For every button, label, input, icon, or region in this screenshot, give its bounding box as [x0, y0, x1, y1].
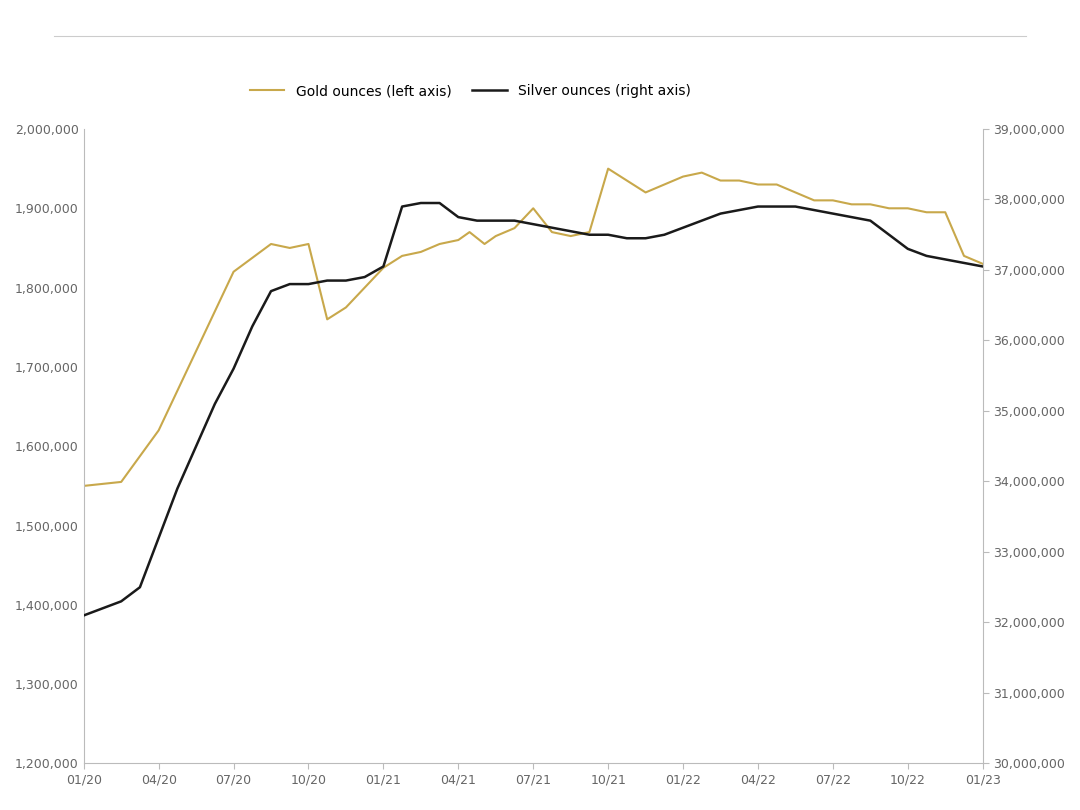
Gold ounces (left axis)	[676, 172, 689, 181]
Gold ounces (left axis)	[602, 164, 615, 173]
Silver ounces (right axis)	[958, 258, 971, 268]
Silver ounces (right axis)	[939, 254, 951, 264]
Gold ounces (left axis)	[265, 239, 278, 249]
Silver ounces (right axis)	[902, 244, 915, 254]
Silver ounces (right axis)	[676, 223, 689, 232]
Silver ounces (right axis)	[302, 279, 315, 289]
Gold ounces (left axis)	[78, 481, 91, 491]
Silver ounces (right axis)	[227, 364, 240, 373]
Gold ounces (left axis)	[696, 168, 708, 177]
Gold ounces (left axis)	[808, 195, 821, 205]
Gold ounces (left axis)	[620, 176, 633, 185]
Silver ounces (right axis)	[451, 212, 464, 222]
Silver ounces (right axis)	[882, 230, 895, 240]
Gold ounces (left axis)	[395, 251, 408, 261]
Gold ounces (left axis)	[415, 247, 428, 257]
Gold ounces (left axis)	[732, 176, 745, 185]
Gold ounces (left axis)	[714, 176, 727, 185]
Silver ounces (right axis)	[114, 596, 127, 606]
Silver ounces (right axis)	[789, 202, 802, 211]
Gold ounces (left axis)	[302, 239, 315, 249]
Gold ounces (left axis)	[846, 199, 859, 209]
Gold ounces (left axis)	[359, 283, 372, 292]
Silver ounces (right axis)	[770, 202, 783, 211]
Silver ounces (right axis)	[696, 215, 708, 225]
Silver ounces (right axis)	[339, 275, 352, 285]
Gold ounces (left axis)	[227, 266, 240, 276]
Silver ounces (right axis)	[658, 230, 671, 240]
Silver ounces (right axis)	[246, 322, 259, 331]
Gold ounces (left axis)	[489, 231, 502, 241]
Silver ounces (right axis)	[152, 533, 165, 543]
Silver ounces (right axis)	[78, 611, 91, 620]
Silver ounces (right axis)	[864, 215, 877, 225]
Silver ounces (right axis)	[976, 262, 989, 271]
Gold ounces (left axis)	[545, 228, 558, 237]
Silver ounces (right axis)	[395, 202, 408, 211]
Silver ounces (right axis)	[732, 205, 745, 215]
Silver ounces (right axis)	[171, 484, 184, 493]
Silver ounces (right axis)	[321, 275, 334, 285]
Gold ounces (left axis)	[882, 203, 895, 213]
Silver ounces (right axis)	[808, 205, 821, 215]
Silver ounces (right axis)	[489, 215, 502, 225]
Gold ounces (left axis)	[864, 199, 877, 209]
Silver ounces (right axis)	[377, 262, 390, 271]
Silver ounces (right axis)	[471, 215, 484, 225]
Gold ounces (left axis)	[190, 346, 203, 356]
Gold ounces (left axis)	[958, 251, 971, 261]
Silver ounces (right axis)	[602, 230, 615, 240]
Silver ounces (right axis)	[564, 226, 577, 236]
Gold ounces (left axis)	[902, 203, 915, 213]
Gold ounces (left axis)	[451, 235, 464, 245]
Gold ounces (left axis)	[114, 477, 127, 487]
Gold ounces (left axis)	[478, 239, 491, 249]
Silver ounces (right axis)	[134, 582, 147, 592]
Gold ounces (left axis)	[770, 180, 783, 190]
Gold ounces (left axis)	[433, 239, 446, 249]
Gold ounces (left axis)	[752, 180, 765, 190]
Silver ounces (right axis)	[265, 286, 278, 296]
Gold ounces (left axis)	[583, 228, 596, 237]
Gold ounces (left axis)	[463, 228, 476, 237]
Silver ounces (right axis)	[583, 230, 596, 240]
Gold ounces (left axis)	[939, 207, 951, 217]
Silver ounces (right axis)	[920, 251, 933, 261]
Gold ounces (left axis)	[789, 188, 802, 198]
Gold ounces (left axis)	[920, 207, 933, 217]
Gold ounces (left axis)	[826, 195, 839, 205]
Silver ounces (right axis)	[283, 279, 296, 289]
Silver ounces (right axis)	[714, 209, 727, 219]
Silver ounces (right axis)	[433, 198, 446, 208]
Silver ounces (right axis)	[208, 399, 221, 409]
Silver ounces (right axis)	[846, 212, 859, 222]
Line: Gold ounces (left axis): Gold ounces (left axis)	[84, 168, 983, 486]
Gold ounces (left axis)	[283, 243, 296, 253]
Gold ounces (left axis)	[508, 224, 521, 233]
Gold ounces (left axis)	[321, 314, 334, 324]
Silver ounces (right axis)	[415, 198, 428, 208]
Silver ounces (right axis)	[826, 209, 839, 219]
Gold ounces (left axis)	[976, 259, 989, 269]
Silver ounces (right axis)	[508, 215, 521, 225]
Gold ounces (left axis)	[564, 231, 577, 241]
Gold ounces (left axis)	[152, 425, 165, 435]
Gold ounces (left axis)	[639, 188, 652, 198]
Silver ounces (right axis)	[545, 223, 558, 232]
Silver ounces (right axis)	[527, 220, 540, 229]
Silver ounces (right axis)	[620, 233, 633, 243]
Legend: Gold ounces (left axis), Silver ounces (right axis): Gold ounces (left axis), Silver ounces (…	[244, 79, 697, 104]
Gold ounces (left axis)	[527, 203, 540, 213]
Silver ounces (right axis)	[190, 441, 203, 451]
Gold ounces (left axis)	[339, 303, 352, 313]
Gold ounces (left axis)	[377, 263, 390, 273]
Silver ounces (right axis)	[752, 202, 765, 211]
Gold ounces (left axis)	[658, 180, 671, 190]
Line: Silver ounces (right axis): Silver ounces (right axis)	[84, 203, 983, 616]
Silver ounces (right axis)	[639, 233, 652, 243]
Silver ounces (right axis)	[359, 272, 372, 282]
